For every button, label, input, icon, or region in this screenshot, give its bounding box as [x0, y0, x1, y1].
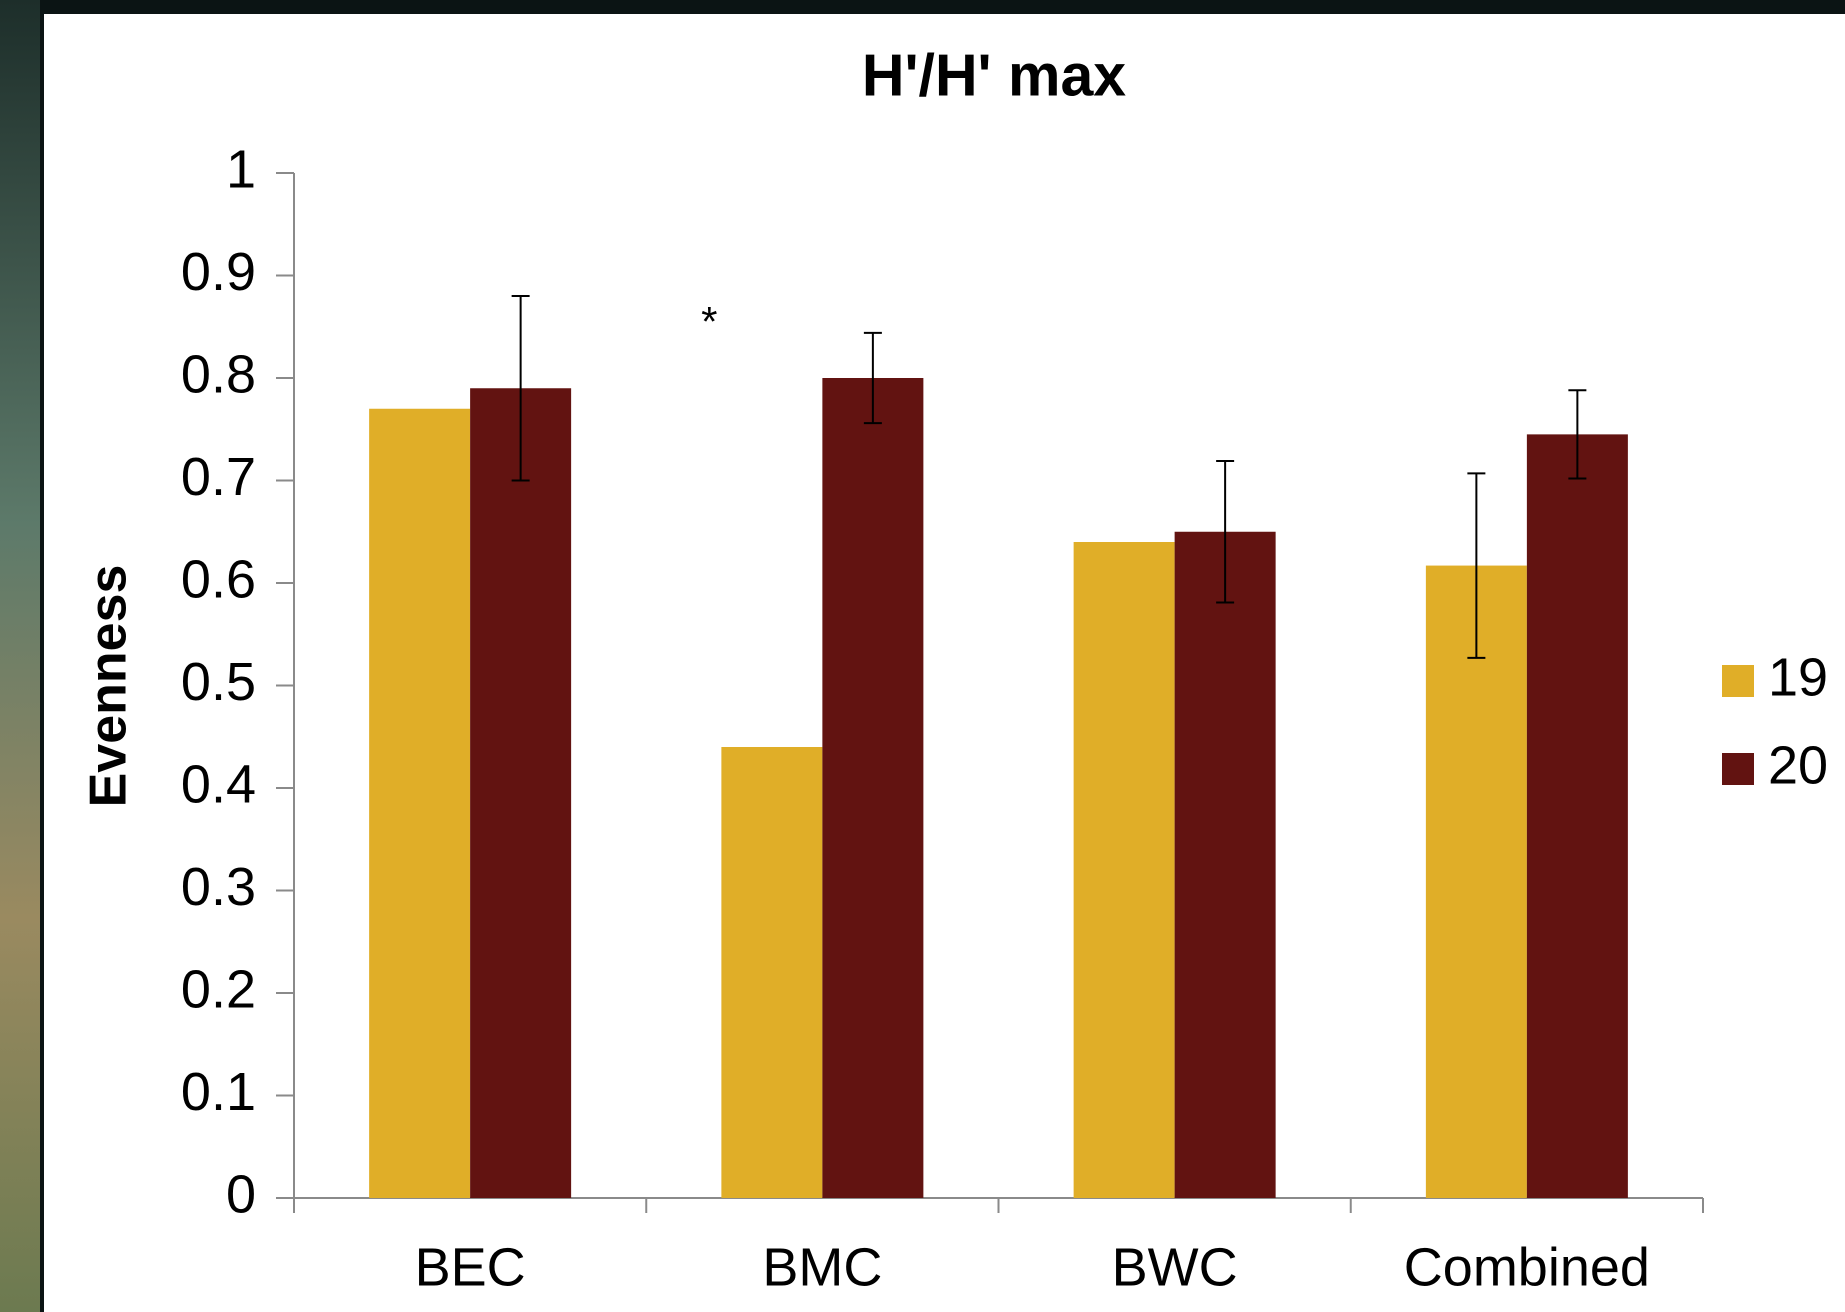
background-strip	[0, 0, 40, 1312]
legend-swatch	[1722, 665, 1754, 697]
legend-label: 20	[1768, 735, 1828, 795]
legend-label: 19	[1768, 647, 1828, 707]
annotation: *	[701, 298, 717, 345]
bar	[1175, 532, 1276, 1198]
y-tick-label: 0.1	[181, 1062, 256, 1122]
bar	[1527, 434, 1628, 1198]
chart: H'/H' max Evenness 0 0.1 0.2 0.3 0.4 0.5 0.6 0.…	[0, 0, 1845, 1312]
y-tick-label: 0.7	[181, 447, 256, 507]
x-tick-label: BWC	[1112, 1237, 1238, 1297]
y-tick-label: 0.3	[181, 857, 256, 917]
y-tick-label: 1	[226, 139, 256, 199]
y-tick-label: 0.5	[181, 652, 256, 712]
x-tick-label: BMC	[762, 1237, 882, 1297]
y-tick-label: 0	[226, 1164, 256, 1224]
chart-title: H'/H' max	[862, 43, 1126, 109]
legend-swatch	[1722, 753, 1754, 785]
bar	[822, 378, 923, 1198]
y-axis-label: Evenness	[80, 565, 138, 808]
y-tick-label: 0.4	[181, 754, 256, 814]
bar	[721, 747, 822, 1198]
bar	[369, 409, 470, 1198]
y-tick-label: 0.8	[181, 344, 256, 404]
bar	[1426, 566, 1527, 1198]
x-tick-label: Combined	[1404, 1237, 1650, 1297]
y-tick-label: 0.9	[181, 242, 256, 302]
y-tick-label: 0.2	[181, 959, 256, 1019]
x-tick-label: BEC	[415, 1237, 526, 1297]
bar	[470, 388, 571, 1198]
bar	[1074, 542, 1175, 1198]
y-tick-label: 0.6	[181, 549, 256, 609]
page: H'/H' max Evenness 0 0.1 0.2 0.3 0.4 0.5 0.6 0.…	[0, 0, 1845, 1312]
